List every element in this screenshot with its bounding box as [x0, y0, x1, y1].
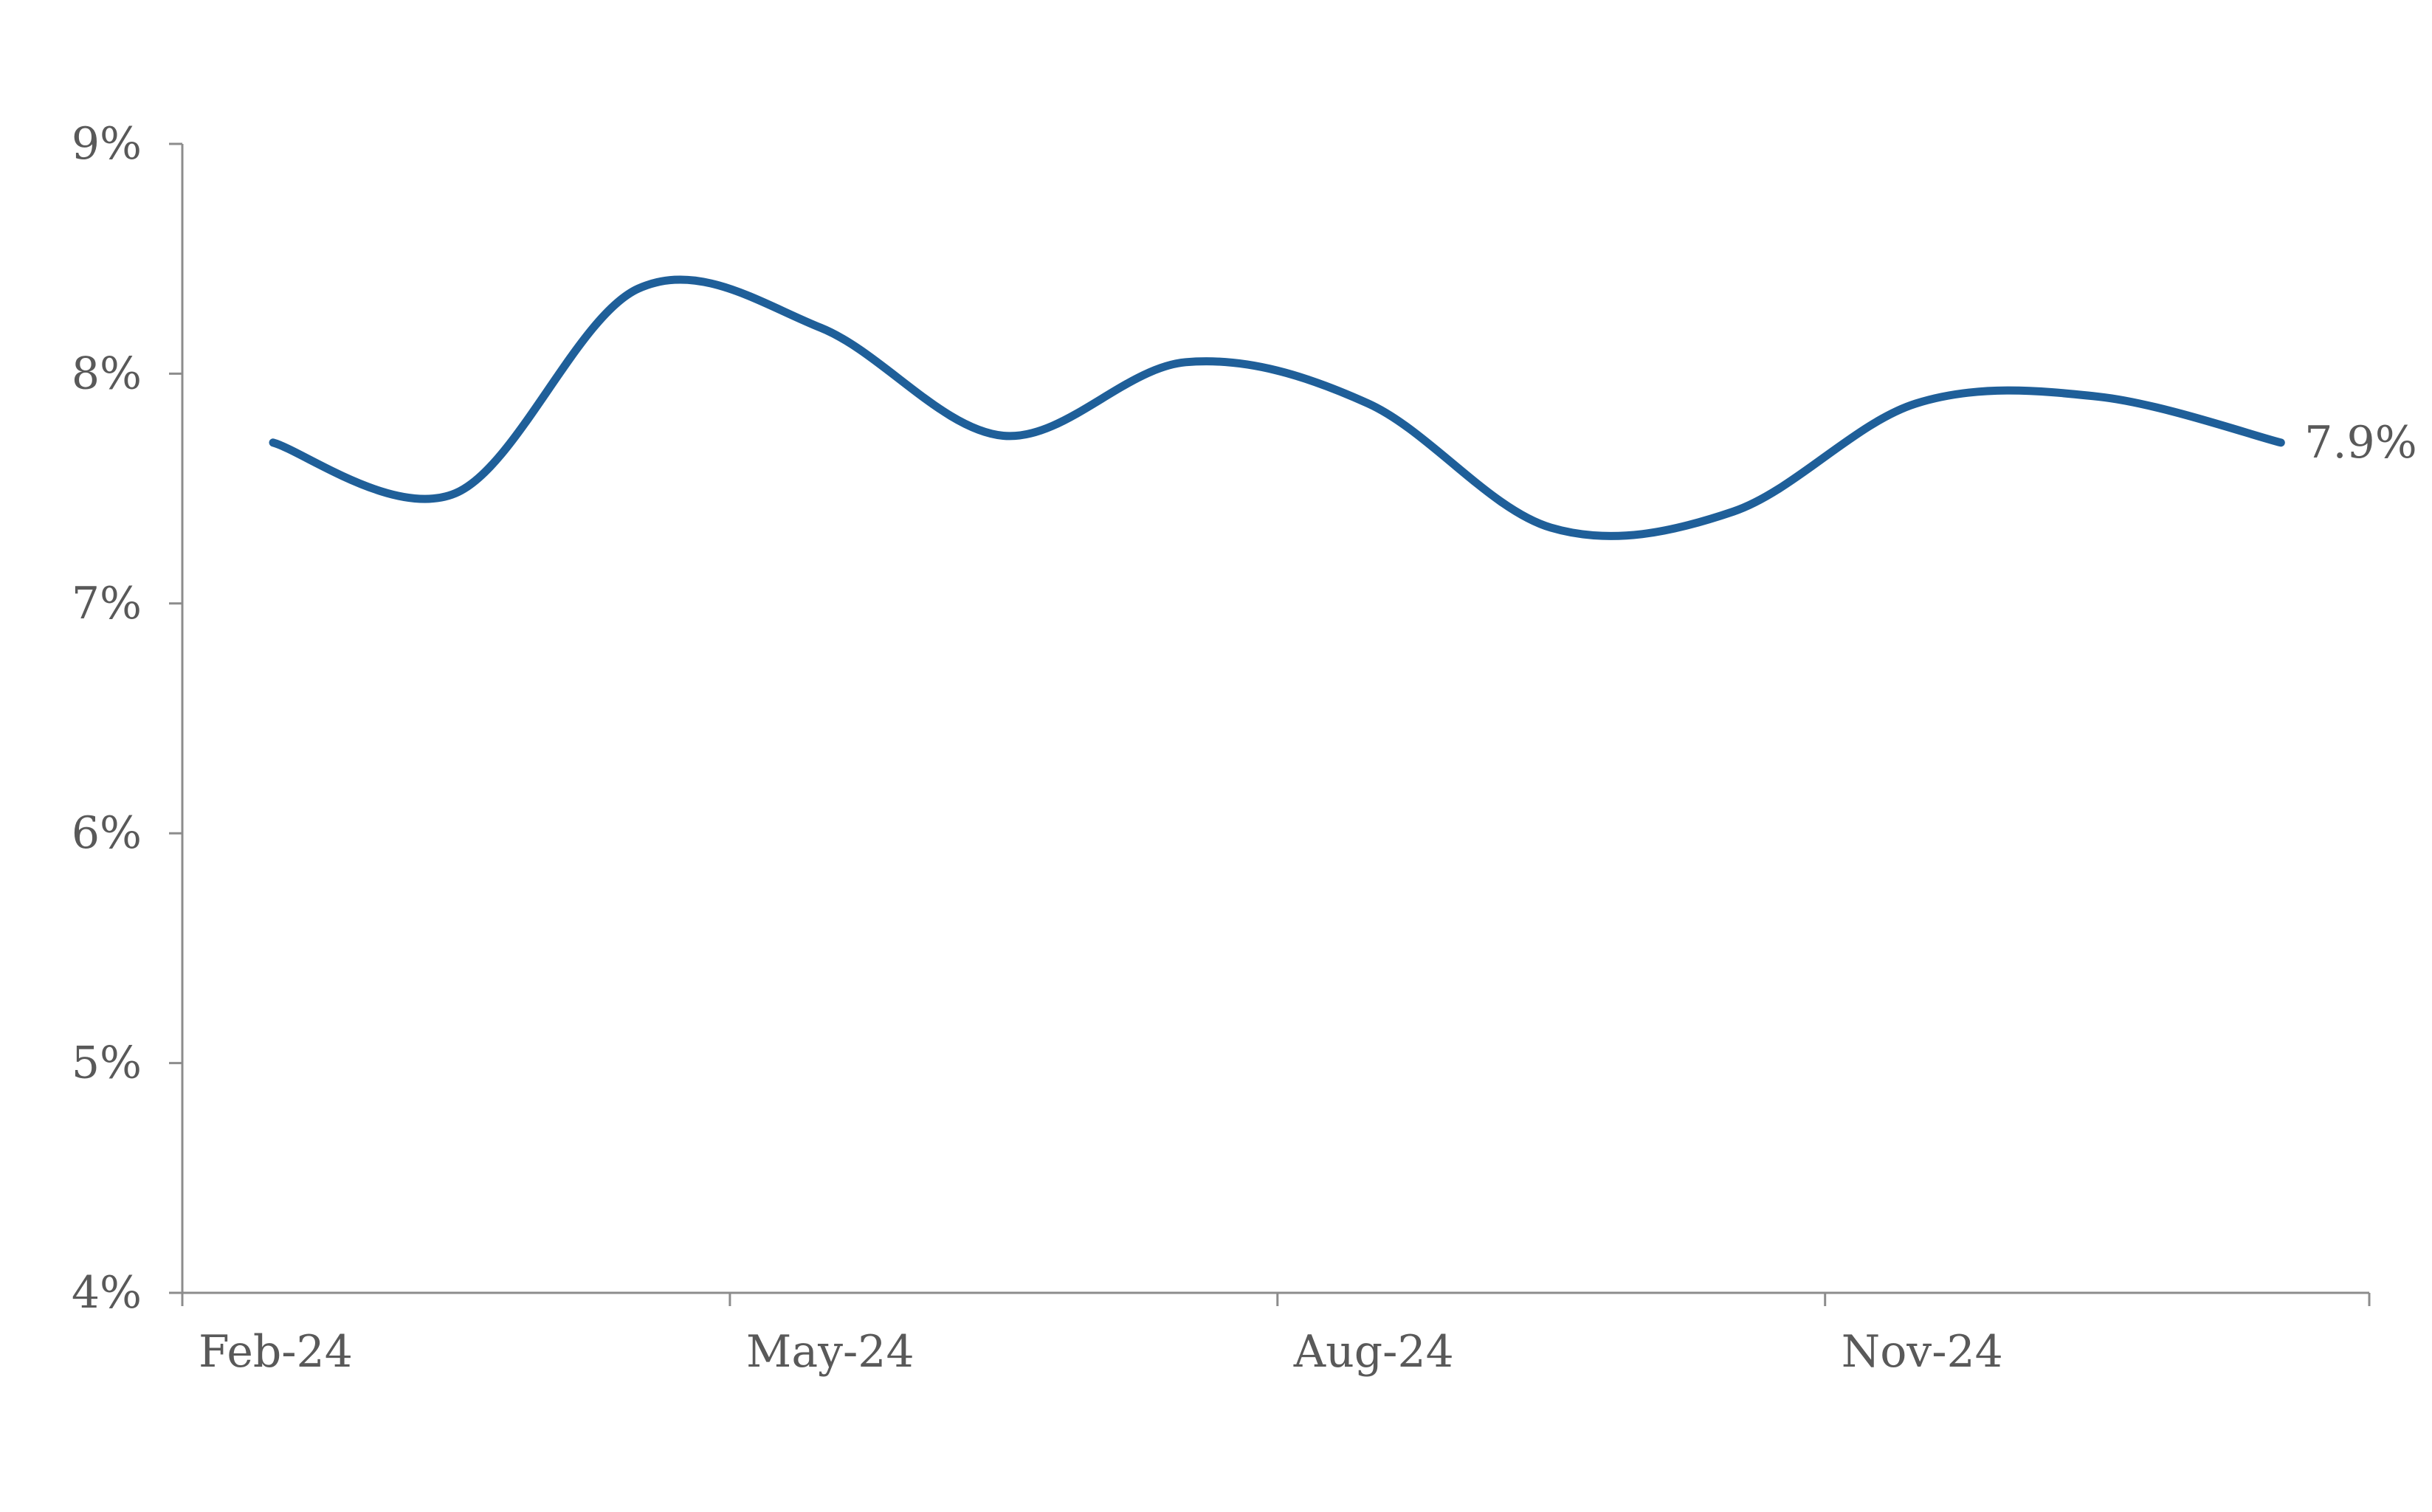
y-tick-label: 6% [72, 807, 142, 859]
x-axis-ticks: Feb-24 May-24 Aug-24 Nov-24 [181, 1293, 2371, 1378]
series-line [269, 275, 2285, 540]
axes [181, 144, 2369, 1294]
y-tick-label: 7% [72, 578, 142, 629]
y-axis-ticks: 4% 5% 6% 7% 8% 9% [72, 118, 182, 1319]
x-tick-label: Nov-24 [1842, 1326, 2003, 1378]
y-tick-label: 5% [72, 1038, 142, 1089]
x-tick-label: May-24 [746, 1326, 914, 1378]
y-tick-label: 9% [72, 118, 142, 170]
end-value-label: 7.9% [2304, 417, 2417, 469]
x-tick-label: Aug-24 [1293, 1326, 1454, 1378]
y-tick-label: 8% [72, 348, 142, 399]
series-layer [269, 275, 2285, 540]
data-labels: 7.9% [2304, 417, 2417, 469]
x-tick-label: Feb-24 [199, 1326, 353, 1378]
y-tick-label: 4% [72, 1267, 142, 1319]
